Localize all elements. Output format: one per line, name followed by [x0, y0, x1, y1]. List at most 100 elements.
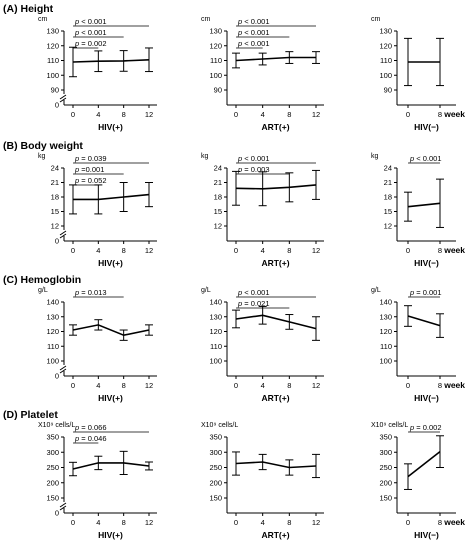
p-value-label: p = 0.001	[409, 288, 442, 297]
x-tick-label: 8	[287, 110, 291, 119]
p-value-text: < 0.001	[242, 154, 269, 163]
x-tick-label: 8	[287, 381, 291, 390]
p-value-text: < 0.001	[79, 28, 106, 37]
mean-line	[72, 324, 150, 337]
axis-break-mark	[59, 94, 67, 100]
y-tick-label: 350	[379, 433, 392, 442]
p-value-label: p = 0.066	[74, 423, 107, 432]
mean-line	[72, 59, 150, 63]
p-value-label: p < 0.001	[237, 28, 270, 37]
y-unit-label: cm	[371, 16, 381, 23]
x-tick-label: 12	[312, 518, 320, 527]
y-tick-label: 90	[214, 86, 222, 95]
x-tick-label: 12	[145, 246, 153, 255]
p-symbol: p	[74, 39, 79, 48]
y-tick-label: 200	[379, 478, 392, 487]
p-symbol: p	[409, 423, 414, 432]
x-tick-label: 0	[234, 246, 238, 255]
y-tick-label: 18	[214, 193, 222, 202]
p-value-label: p < 0.001	[237, 39, 270, 48]
x-tick-label: 8	[438, 518, 442, 527]
x-unit-week: week	[443, 245, 465, 255]
x-axis-title: HIV(−)	[414, 393, 439, 403]
x-tick-label: 0	[406, 381, 410, 390]
p-value-text: = 0.003	[242, 165, 269, 174]
p-value-text: = 0.021	[242, 299, 269, 308]
mean-line	[407, 315, 441, 327]
y-tick-label: 21	[214, 178, 222, 187]
x-tick-label: 0	[406, 110, 410, 119]
y-tick-label: 200	[46, 478, 59, 487]
y-unit-label: X10⁹ cells/L	[371, 422, 408, 429]
y-tick-label: 12	[214, 222, 222, 231]
y-tick-label: 130	[209, 312, 222, 321]
p-value-label: p = 0.046	[74, 434, 107, 443]
x-tick-label: 8	[122, 518, 126, 527]
y-unit-label: g/L	[201, 287, 211, 294]
x-axis-title: HIV(−)	[414, 122, 439, 132]
x-tick-label: 8	[287, 246, 291, 255]
y-tick-label: 15	[51, 207, 59, 216]
mean-line	[235, 461, 317, 469]
y-tick-label: 120	[46, 327, 59, 336]
p-symbol: p	[74, 28, 79, 37]
y-tick-label: 140	[209, 298, 222, 307]
y-unit-label: kg	[371, 153, 379, 160]
y-tick-label: 90	[51, 86, 59, 95]
p-value-text: = 0.013	[79, 288, 106, 297]
y-tick-label: 100	[209, 357, 222, 366]
y-tick-label: 12	[384, 222, 392, 231]
mean-line	[407, 202, 441, 208]
y-tick-label: 150	[379, 494, 392, 503]
p-value-text: = 0.039	[79, 154, 106, 163]
x-tick-label: 0	[406, 246, 410, 255]
y-tick-label: 110	[380, 56, 392, 65]
y-tick-label: 110	[47, 342, 59, 351]
y-tick-label: 21	[51, 178, 59, 187]
x-unit-week: week	[443, 517, 465, 527]
x-tick-label: 0	[234, 110, 238, 119]
section-title: (C) Hemoglobin	[3, 274, 81, 286]
y-unit-label: cm	[201, 16, 211, 23]
y-tick-label: 100	[209, 71, 222, 80]
y-unit-label: X10⁹ cells/L	[38, 422, 75, 429]
x-axis-title: ART(+)	[261, 122, 289, 132]
y-tick-label: 300	[379, 448, 392, 457]
y-tick-label: 350	[209, 433, 222, 442]
mean-line	[235, 184, 317, 190]
y-tick-label: 24	[214, 164, 222, 173]
p-value-label: p = 0.003	[237, 165, 270, 174]
y-tick-label: 24	[384, 164, 392, 173]
p-value-text: = 0.001	[414, 288, 441, 297]
y-tick-label: 18	[51, 193, 59, 202]
mean-line	[235, 314, 317, 330]
y-tick-label: 120	[379, 41, 392, 50]
p-symbol: p	[237, 28, 242, 37]
p-symbol: p	[74, 165, 79, 174]
x-axis-title: HIV(+)	[98, 258, 123, 268]
mean-line	[235, 56, 316, 62]
y-tick-label: 120	[46, 41, 59, 50]
p-value-label: p = 0.052	[74, 176, 107, 185]
p-value-text: = 0.046	[79, 434, 106, 443]
y-unit-label: g/L	[371, 287, 381, 294]
y-tick-label: 140	[379, 298, 392, 307]
y-tick-label: 24	[51, 164, 59, 173]
p-symbol: p	[237, 288, 242, 297]
p-value-label: p = 0.002	[409, 423, 442, 432]
y-tick-label: 18	[384, 193, 392, 202]
x-tick-label: 8	[122, 381, 126, 390]
y-unit-label: g/L	[38, 287, 48, 294]
p-symbol: p	[74, 288, 79, 297]
p-value-text: < 0.001	[242, 39, 269, 48]
x-tick-label: 0	[406, 518, 410, 527]
x-tick-label: 4	[261, 518, 265, 527]
axis-break-mark	[59, 230, 67, 236]
y-tick-label: 21	[384, 178, 392, 187]
x-axis-title: HIV(−)	[414, 530, 439, 540]
y-tick-label: 0	[55, 372, 59, 381]
x-tick-label: 12	[312, 381, 320, 390]
axis-break-mark	[59, 505, 67, 511]
p-value-text: < 0.001	[414, 154, 441, 163]
p-symbol: p	[237, 299, 242, 308]
